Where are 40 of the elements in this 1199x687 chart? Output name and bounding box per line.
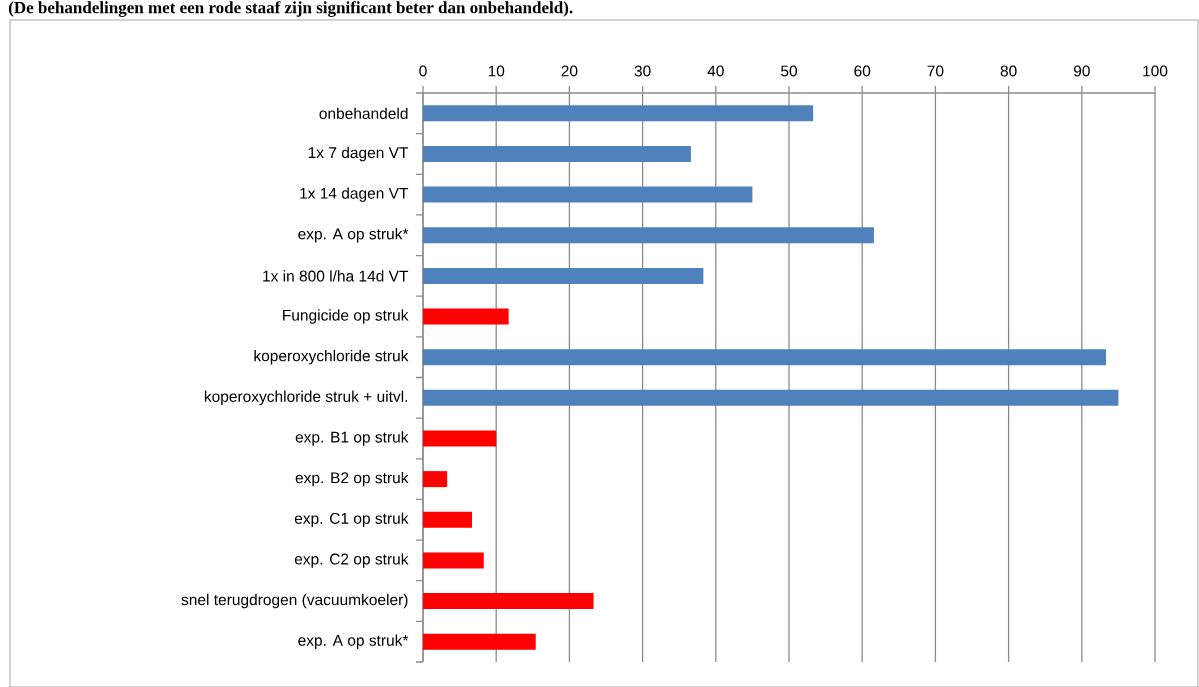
y-tick-label: 1x 7 dagen VT (308, 146, 409, 162)
y-tick-label: exp. A op struk* (298, 634, 409, 649)
x-tick-label: 30 (634, 65, 651, 77)
x-tick-label: 50 (781, 65, 798, 77)
x-tick-label: 0 (419, 65, 427, 77)
x-tick-label: 100 (1143, 65, 1168, 77)
bar (423, 552, 484, 569)
y-tick-label: 1x in 800 l/ha 14d VT (263, 270, 409, 282)
y-tick-label: exp. C2 op struk (294, 553, 409, 568)
x-tick-label: 60 (854, 65, 871, 77)
bar (423, 389, 1119, 406)
y-tick-label: exp. A op struk* (298, 228, 409, 243)
y-tick-label: 1x 14 dagen VT (300, 187, 409, 202)
bar (423, 145, 691, 162)
bar (423, 308, 509, 325)
x-tick-label: 70 (927, 65, 944, 77)
y-tick-label: snel terugdrogen (vacuumkoeler) (181, 593, 408, 609)
bar (423, 430, 497, 447)
bar (423, 267, 704, 284)
y-tick-label: onbehandeld (319, 107, 408, 120)
chart-title: (De behandelingen met een rode staaf zijn significant beter dan onbehandeld). (8, 1, 573, 17)
bar (423, 105, 814, 122)
y-tick-label: exp. B2 op struk (295, 471, 409, 487)
x-tick-label: 90 (1073, 65, 1090, 77)
bar (423, 593, 594, 610)
bar (423, 186, 753, 203)
y-tick-label: exp. B1 op struk (295, 431, 409, 446)
bar (423, 227, 874, 244)
y-tick-label: koperoxychloride struk + uitvl. (204, 390, 408, 406)
x-tick-label: 40 (707, 65, 724, 77)
bar (423, 511, 473, 528)
y-tick-label: koperoxychloride struk (254, 349, 409, 365)
y-tick-label: exp. C1 op struk (294, 512, 409, 527)
x-tick-label: 20 (561, 65, 578, 77)
bar (423, 633, 536, 650)
x-tick-label: 80 (1000, 65, 1017, 77)
bar (423, 471, 448, 488)
x-tick-label: 10 (488, 65, 505, 77)
bar (423, 349, 1106, 366)
y-tick-label: Fungicide op struk (283, 309, 409, 324)
